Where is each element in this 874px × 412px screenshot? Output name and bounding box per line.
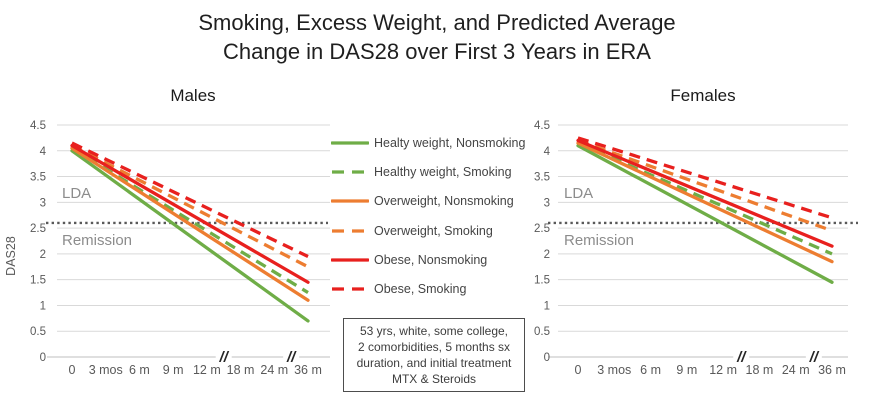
y-tick-label: 3	[40, 197, 46, 209]
series-line-overweight-nonsmoking	[576, 141, 834, 264]
y-tick-label: 1	[40, 300, 46, 312]
legend-item: Healthy weight, Smoking	[331, 157, 536, 186]
series-line-overweight-nonsmoking	[70, 146, 310, 302]
lda-zone-label-males: LDA	[62, 185, 92, 202]
chart-title-line1: Smoking, Excess Weight, and Predicted Av…	[198, 10, 676, 35]
series-line-overweight-smoking	[71, 144, 309, 269]
axis-break-mark: //	[809, 349, 820, 366]
legend-item: Obese, Nonsmoking	[331, 245, 536, 274]
annotation-line: 53 yrs, white, some college,	[359, 324, 509, 338]
x-tick-label: 18 m	[746, 363, 774, 377]
axis-break-gap	[805, 352, 822, 361]
legend-solid-line-sample	[331, 258, 369, 262]
series-line-overweight-smoking	[577, 138, 833, 233]
y-tick-label: 4	[544, 146, 551, 158]
legend-item-label: Overweight, Nonsmoking	[374, 194, 514, 209]
legend: Healty weight, Nonsmoking Healthy weight,…	[331, 128, 536, 304]
series-line-obese-nonsmoking	[576, 138, 834, 248]
annotation-line: 2 comorbidities, 5 months sx	[357, 340, 511, 354]
chart-title-line2: Change in DAS28 over First 3 Years in ER…	[222, 39, 651, 64]
y-tick-label: 2.5	[534, 223, 550, 235]
remission-zone-label-females: Remission	[564, 232, 635, 249]
legend-item-label: Overweight, Smoking	[374, 223, 493, 238]
y-tick-label: 2.5	[30, 223, 46, 235]
legend-item: Healty weight, Nonsmoking	[331, 128, 536, 157]
covariate-annotation-box: 53 yrs, white, some college, 2 comorbidi…	[343, 318, 525, 392]
x-tick-label: 3 mos	[89, 363, 123, 377]
legend-item-label: Obese, Nonsmoking	[374, 252, 488, 267]
x-tick-label: 9 m	[163, 363, 184, 377]
x-tick-label: 24 m	[260, 363, 288, 377]
y-tick-label: 2	[40, 249, 46, 261]
females-panel-title: Females	[670, 86, 736, 105]
x-tick-label: 9 m	[676, 363, 697, 377]
y-tick-label: 0	[544, 352, 550, 364]
axis-break-mark: //	[219, 349, 230, 366]
x-tick-label: 6 m	[129, 363, 150, 377]
y-tick-label: 4.5	[534, 120, 550, 132]
y-tick-label: 4.5	[30, 120, 46, 132]
x-tick-label: 12 m	[709, 363, 737, 377]
chart-title: Smoking, Excess Weight, and Predicted Av…	[0, 8, 874, 66]
series-line-obese-nonsmoking	[70, 143, 310, 284]
series-line-healty-weight-nonsmoking	[70, 149, 310, 323]
axis-break-gap	[215, 352, 232, 361]
x-tick-label: 0	[575, 363, 582, 377]
annotation-line: MTX & Steroids	[391, 372, 477, 386]
y-tick-label: 3.5	[30, 172, 46, 184]
y-tick-label: 0.5	[30, 326, 46, 338]
legend-item-label: Healty weight, Nonsmoking	[374, 135, 526, 150]
legend-dashed-line-sample	[332, 287, 368, 291]
legend-solid-line-sample	[331, 140, 369, 145]
y-tick-label: 4	[40, 146, 47, 158]
axis-break-mark: //	[286, 349, 297, 366]
y-tick-label: 0.5	[534, 326, 550, 338]
axis-break-gap	[283, 352, 300, 361]
x-tick-label: 6 m	[640, 363, 661, 377]
series-line-obese-smoking	[577, 136, 833, 220]
y-tick-label: 1	[544, 300, 550, 312]
x-tick-label: 18 m	[227, 363, 255, 377]
x-tick-label: 3 mos	[597, 363, 631, 377]
legend-item: Overweight, Nonsmoking	[331, 187, 536, 216]
series-line-healty-weight-nonsmoking	[576, 143, 834, 284]
legend-item-label: Healthy weight, Smoking	[374, 164, 512, 179]
x-tick-label: 36 m	[294, 363, 322, 377]
axis-break-gap	[733, 352, 750, 361]
axis-break-mark: //	[736, 349, 747, 366]
y-tick-label: 1.5	[30, 275, 46, 287]
x-tick-label: 0	[69, 363, 76, 377]
x-tick-label: 24 m	[782, 363, 810, 377]
legend-solid-line-sample	[331, 199, 369, 203]
legend-dashed-line-sample	[332, 228, 368, 233]
y-tick-label: 3.5	[534, 172, 550, 184]
y-tick-label: 1.5	[534, 275, 550, 287]
y-tick-label: 0	[40, 352, 46, 364]
remission-zone-label-males: Remission	[62, 232, 133, 249]
y-tick-label: 2	[544, 249, 550, 261]
x-tick-label: 12 m	[193, 363, 221, 377]
legend-dashed-line-sample	[332, 170, 368, 174]
y-tick-label: 3	[544, 197, 550, 209]
x-tick-label: 36 m	[818, 363, 846, 377]
legend-item: Overweight, Smoking	[331, 216, 536, 245]
legend-item-label: Obese, Smoking	[374, 282, 467, 297]
series-line-obese-smoking	[71, 141, 309, 258]
legend-item: Obese, Smoking	[331, 274, 536, 303]
males-panel-title: Males	[170, 86, 216, 105]
annotation-line: duration, and initial treatment	[356, 356, 512, 370]
lda-zone-label-females: LDA	[564, 185, 594, 202]
